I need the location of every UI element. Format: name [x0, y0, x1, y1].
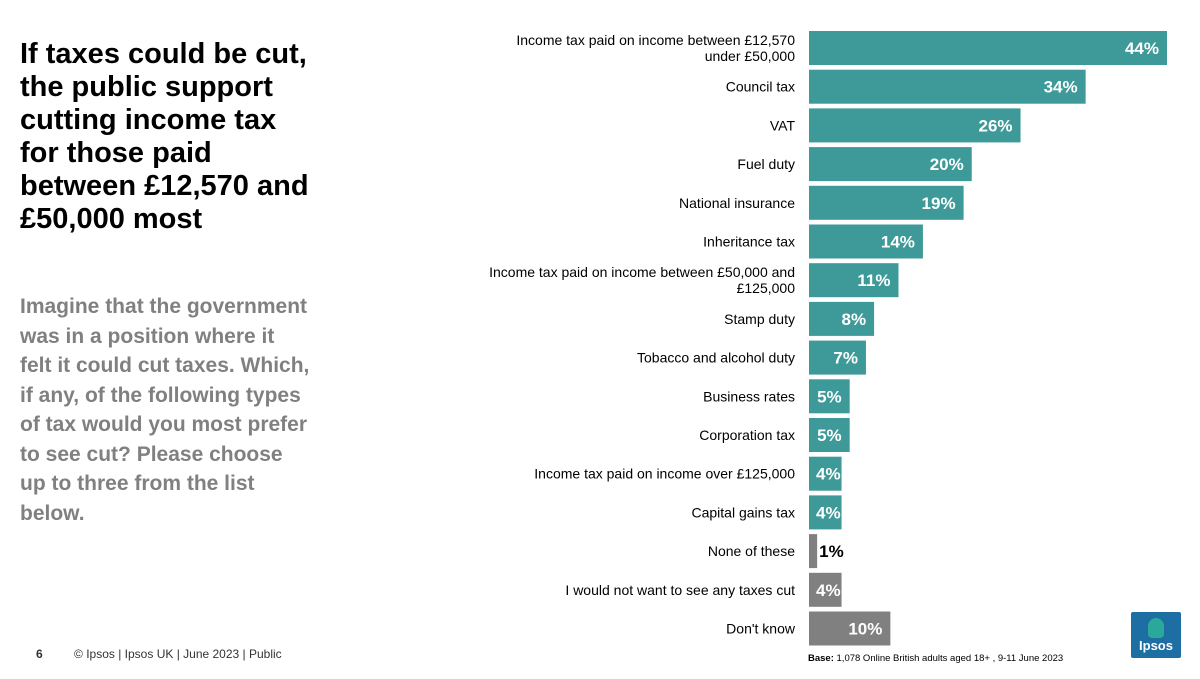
- page-number: 6: [36, 647, 43, 661]
- bar: [809, 301, 875, 336]
- bar-value-label: 1%: [819, 542, 844, 561]
- bar-value-label: 7%: [833, 349, 858, 368]
- category-label: Fuel duty: [737, 156, 795, 172]
- category-label: Inheritance tax: [703, 234, 795, 250]
- category-label: National insurance: [679, 195, 795, 211]
- base-label: Base:: [808, 653, 834, 664]
- bar-value-label: 20%: [930, 155, 964, 174]
- bar: [809, 456, 842, 491]
- category-label: None of these: [708, 543, 795, 559]
- bar-value-label: 4%: [816, 503, 841, 522]
- category-label: Business rates: [703, 388, 795, 404]
- footer: 6 © Ipsos | Ipsos UK | June 2023 | Publi…: [36, 647, 282, 661]
- bar: [809, 263, 899, 298]
- bar: [809, 69, 1086, 104]
- bar-value-label: 44%: [1125, 39, 1159, 58]
- bar: [809, 224, 923, 259]
- bar: [809, 534, 818, 569]
- bar-value-label: 5%: [817, 387, 842, 406]
- ipsos-logo: Ipsos: [1131, 612, 1181, 658]
- base-note: Base: 1,078 Online British adults aged 1…: [808, 653, 1063, 664]
- logo-mark-icon: [1148, 618, 1164, 638]
- bar: [809, 611, 891, 646]
- bar-value-label: 4%: [816, 465, 841, 484]
- bar-value-label: 5%: [817, 426, 842, 445]
- category-label: Corporation tax: [699, 427, 795, 443]
- bar-value-label: 11%: [857, 271, 890, 290]
- bar: [809, 572, 842, 607]
- bar-value-label: 8%: [842, 310, 867, 329]
- category-label: Capital gains tax: [691, 504, 795, 520]
- bar: [809, 379, 850, 414]
- bar-value-label: 34%: [1044, 78, 1078, 97]
- bar: [809, 147, 972, 182]
- bar: [809, 418, 850, 452]
- bar: [809, 185, 964, 220]
- base-text: 1,078 Online British adults aged 18+ , 9…: [836, 653, 1064, 664]
- bar: [809, 108, 1021, 143]
- bar: [809, 495, 842, 530]
- bar-value-label: 14%: [881, 233, 915, 252]
- chart-title: If taxes could be cut, the public suppor…: [20, 38, 309, 235]
- survey-question: Imagine that the government was in a pos…: [20, 295, 310, 525]
- category-label: Council tax: [726, 79, 795, 95]
- category-label: Stamp duty: [724, 311, 795, 327]
- bar-value-label: 4%: [816, 581, 841, 600]
- bar-value-label: 26%: [979, 116, 1013, 135]
- bar: [809, 340, 866, 375]
- category-label: Tobacco and alcohol duty: [637, 350, 795, 366]
- category-label: VAT: [770, 117, 796, 133]
- bar-value-label: 10%: [848, 620, 882, 639]
- category-label: Income tax paid on income between £50,00…: [489, 264, 795, 296]
- category-label: I would not want to see any taxes cut: [565, 582, 795, 598]
- logo-text: Ipsos: [1139, 638, 1173, 653]
- bar: [809, 31, 1167, 65]
- category-label: Income tax paid on income between £12,57…: [516, 32, 795, 64]
- footer-source: © Ipsos | Ipsos UK | June 2023 | Public: [74, 647, 282, 661]
- category-label: Don't know: [726, 621, 796, 637]
- category-label: Income tax paid on income over £125,000: [534, 466, 795, 482]
- bar-value-label: 19%: [922, 194, 956, 213]
